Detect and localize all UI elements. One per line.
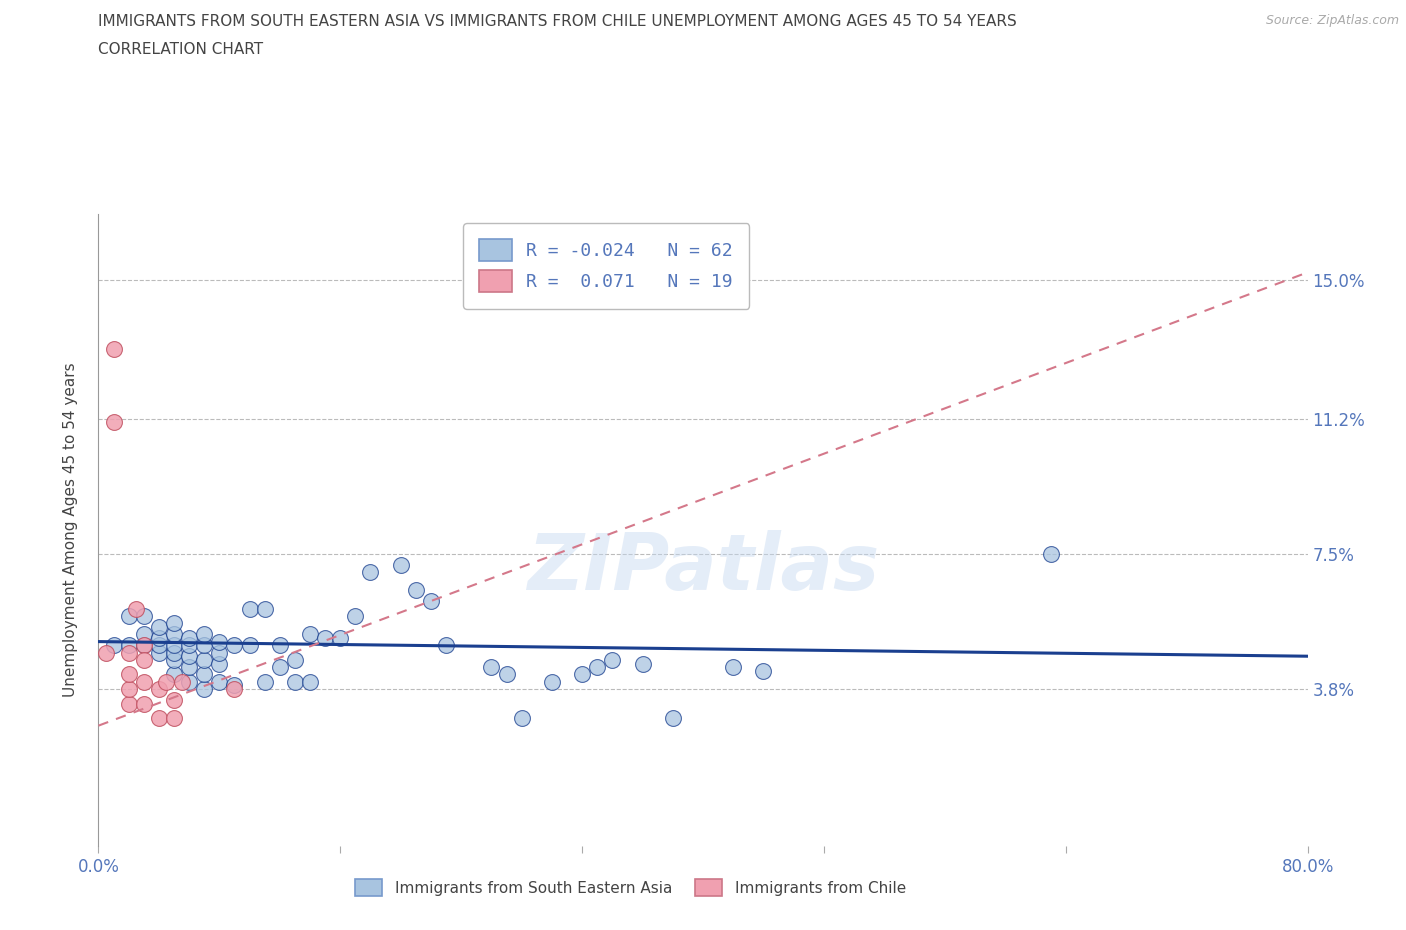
Text: Source: ZipAtlas.com: Source: ZipAtlas.com (1265, 14, 1399, 27)
Point (163, 711, 186, 725)
Point (208, 645, 231, 660)
Point (193, 638, 215, 653)
Point (103, 415, 125, 430)
Point (132, 674, 155, 689)
Point (253, 602, 276, 617)
Text: ZIPatlas: ZIPatlas (527, 530, 879, 606)
Point (125, 602, 148, 617)
Point (662, 711, 685, 725)
Point (148, 619, 170, 634)
Point (420, 594, 443, 609)
Point (179, 659, 201, 674)
Point (193, 653, 215, 668)
Point (103, 638, 125, 653)
Point (269, 659, 291, 674)
Point (239, 638, 262, 653)
Point (253, 674, 276, 689)
Point (540, 674, 562, 689)
Point (208, 674, 231, 689)
Point (571, 667, 593, 682)
Point (163, 693, 186, 708)
Point (389, 557, 412, 572)
Point (179, 674, 201, 689)
Text: IMMIGRANTS FROM SOUTH EASTERN ASIA VS IMMIGRANTS FROM CHILE UNEMPLOYMENT AMONG A: IMMIGRANTS FROM SOUTH EASTERN ASIA VS IM… (98, 14, 1017, 29)
Point (148, 711, 170, 725)
Point (163, 627, 186, 642)
Point (510, 711, 533, 725)
Point (208, 656, 231, 671)
Text: CORRELATION CHART: CORRELATION CHART (98, 42, 263, 57)
Point (148, 638, 170, 653)
Point (208, 634, 231, 649)
Point (224, 682, 246, 697)
Point (314, 631, 336, 645)
Point (103, 341, 125, 356)
Point (752, 663, 775, 678)
Point (132, 638, 155, 653)
Point (405, 583, 427, 598)
Point (481, 659, 503, 674)
Point (224, 678, 246, 693)
Point (118, 638, 141, 653)
Point (163, 638, 186, 653)
Point (299, 674, 322, 689)
Point (586, 659, 609, 674)
Point (193, 682, 215, 697)
Point (132, 638, 155, 653)
Point (179, 649, 201, 664)
Point (118, 645, 141, 660)
Point (360, 565, 382, 579)
Point (631, 656, 654, 671)
Point (193, 667, 215, 682)
Point (723, 659, 745, 674)
Point (148, 682, 170, 697)
Point (148, 631, 170, 645)
Point (118, 667, 141, 682)
Legend: Immigrants from South Eastern Asia, Immigrants from Chile: Immigrants from South Eastern Asia, Immi… (349, 873, 912, 902)
Point (170, 674, 193, 689)
Point (118, 608, 141, 623)
Point (224, 638, 246, 653)
Point (193, 627, 215, 642)
Point (179, 631, 201, 645)
Point (118, 697, 141, 711)
Point (155, 674, 177, 689)
Point (163, 616, 186, 631)
Point (495, 667, 517, 682)
Point (163, 653, 186, 668)
Point (602, 653, 624, 668)
Point (284, 653, 307, 668)
Y-axis label: Unemployment Among Ages 45 to 54 years: Unemployment Among Ages 45 to 54 years (63, 363, 77, 698)
Point (179, 638, 201, 653)
Point (163, 645, 186, 660)
Point (94, 645, 117, 660)
Point (434, 638, 457, 653)
Point (299, 627, 322, 642)
Point (132, 697, 155, 711)
Point (284, 674, 307, 689)
Point (163, 667, 186, 682)
Point (118, 682, 141, 697)
Point (239, 602, 262, 617)
Point (1039, 547, 1062, 562)
Point (329, 631, 352, 645)
Point (269, 638, 291, 653)
Point (132, 608, 155, 623)
Point (132, 653, 155, 668)
Point (148, 645, 170, 660)
Point (344, 608, 367, 623)
Point (132, 627, 155, 642)
